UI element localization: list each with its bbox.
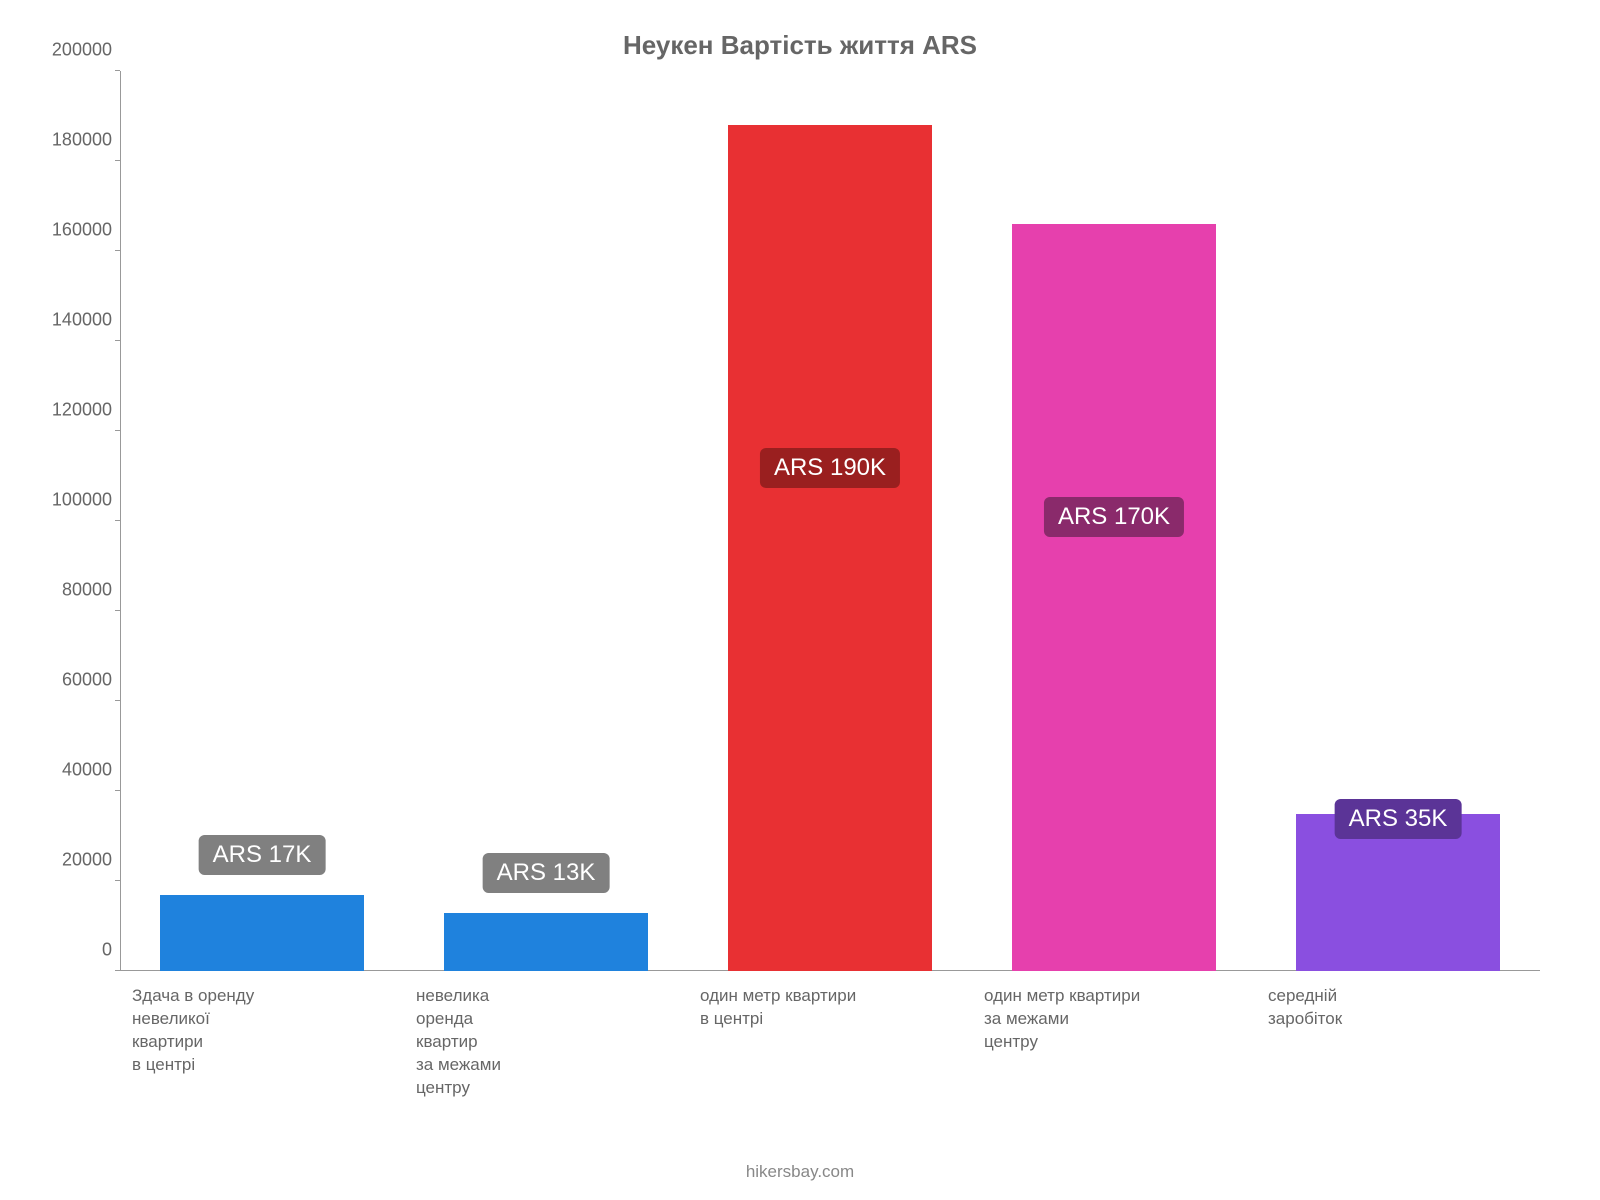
bar xyxy=(1012,224,1216,971)
y-tick-label: 120000 xyxy=(40,400,112,421)
y-tick-label: 0 xyxy=(40,940,112,961)
x-label: Здача в оренду невеликої квартири в цент… xyxy=(132,985,368,1077)
bar-slot: ARS 190K xyxy=(688,71,972,971)
y-tick-label: 80000 xyxy=(40,580,112,601)
y-tick-mark xyxy=(115,340,120,341)
bar xyxy=(444,913,648,972)
y-tick-mark xyxy=(115,160,120,161)
bars-area: ARS 17K ARS 13K ARS 190K ARS 170K ARS 35K xyxy=(120,71,1540,971)
bar-slot: ARS 17K xyxy=(120,71,404,971)
bar-value-badge: ARS 35K xyxy=(1335,799,1462,839)
chart-title: Неукен Вартість життя ARS xyxy=(40,30,1560,61)
y-tick-mark xyxy=(115,610,120,611)
bar-slot: ARS 13K xyxy=(404,71,688,971)
x-label-slot: середній заробіток xyxy=(1256,985,1540,1100)
y-tick-label: 20000 xyxy=(40,850,112,871)
bar-value-badge: ARS 190K xyxy=(760,448,900,488)
y-tick-mark xyxy=(115,430,120,431)
bar xyxy=(160,895,364,972)
y-tick-mark xyxy=(115,250,120,251)
y-tick-label: 200000 xyxy=(40,40,112,61)
x-label: середній заробіток xyxy=(1268,985,1504,1031)
y-tick-mark xyxy=(115,790,120,791)
x-label-slot: Здача в оренду невеликої квартири в цент… xyxy=(120,985,404,1100)
x-label: невелика оренда квартир за межами центру xyxy=(416,985,652,1100)
bar-value-badge: ARS 170K xyxy=(1044,497,1184,537)
plot-area: ARS 17KARS 13KARS 190KARS 170KARS 35K Зд… xyxy=(120,71,1560,971)
y-tick-label: 60000 xyxy=(40,670,112,691)
x-label: один метр квартири в центрі xyxy=(700,985,936,1031)
bar-slot: ARS 170K xyxy=(972,71,1256,971)
x-label-slot: один метр квартири за межами центру xyxy=(972,985,1256,1100)
x-label: один метр квартири за межами центру xyxy=(984,985,1220,1054)
watermark: hikersbay.com xyxy=(0,1162,1600,1182)
bar-value-badge: ARS 13K xyxy=(483,853,610,893)
y-tick-mark xyxy=(115,520,120,521)
x-labels: Здача в оренду невеликої квартири в цент… xyxy=(120,971,1540,1100)
y-tick-label: 40000 xyxy=(40,760,112,781)
y-tick-mark xyxy=(115,700,120,701)
y-tick-label: 100000 xyxy=(40,490,112,511)
y-tick-mark xyxy=(115,70,120,71)
bar-value-badge: ARS 17K xyxy=(199,835,326,875)
bar xyxy=(728,125,932,971)
y-tick-label: 140000 xyxy=(40,310,112,331)
bar-slot: ARS 35K xyxy=(1256,71,1540,971)
y-tick-label: 180000 xyxy=(40,130,112,151)
chart-container: Неукен Вартість життя ARS ARS 17K ARS 13K… xyxy=(0,0,1600,1200)
y-tick-label: 160000 xyxy=(40,220,112,241)
y-tick-mark xyxy=(115,970,120,971)
y-tick-mark xyxy=(115,880,120,881)
x-label-slot: один метр квартири в центрі xyxy=(688,985,972,1100)
x-label-slot: невелика оренда квартир за межами центру xyxy=(404,985,688,1100)
